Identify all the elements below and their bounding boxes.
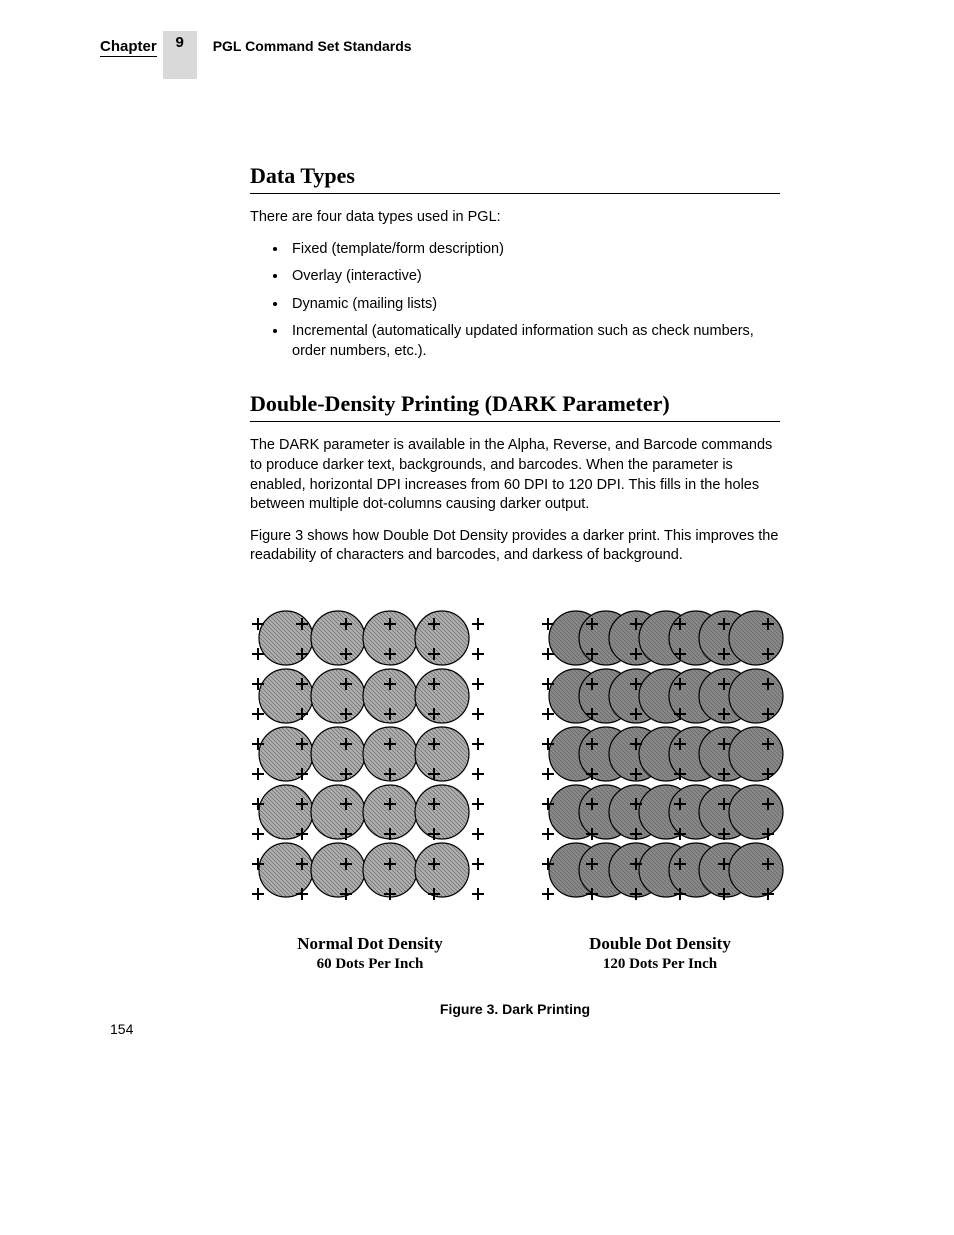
chapter-number: 9	[163, 31, 197, 79]
section-heading-dark: Double-Density Printing (DARK Parameter)	[250, 391, 780, 422]
page: Chapter 9 PGL Command Set Standards Data…	[0, 0, 954, 1077]
normal-density-diagram	[240, 606, 500, 926]
section2-para2: Figure 3 shows how Double Dot Density pr…	[250, 527, 780, 566]
chapter-label: Chapter	[100, 38, 157, 57]
list-item: Incremental (automatically updated infor…	[288, 322, 780, 361]
page-number: 154	[110, 1021, 133, 1037]
figure-caption: Figure 3. Dark Printing	[440, 1001, 590, 1017]
figure-right-col: Double Dot Density 120 Dots Per Inch	[530, 606, 790, 973]
list-item: Dynamic (mailing lists)	[288, 295, 780, 315]
figure-row: Normal Dot Density 60 Dots Per Inch Doub…	[240, 606, 790, 973]
figure-right-subtitle: 120 Dots Per Inch	[603, 956, 717, 973]
figure-3: Normal Dot Density 60 Dots Per Inch Doub…	[250, 606, 780, 1017]
section-heading-data-types: Data Types	[250, 163, 780, 194]
figure-right-title: Double Dot Density	[589, 934, 731, 954]
figure-left-col: Normal Dot Density 60 Dots Per Inch	[240, 606, 500, 973]
double-density-diagram	[530, 606, 790, 926]
data-types-list: Fixed (template/form description) Overla…	[250, 240, 780, 362]
figure-left-title: Normal Dot Density	[297, 934, 442, 954]
page-header: Chapter 9 PGL Command Set Standards	[100, 35, 854, 83]
header-title: PGL Command Set Standards	[213, 38, 412, 54]
section2-para1: The DARK parameter is available in the A…	[250, 436, 780, 514]
list-item: Overlay (interactive)	[288, 267, 780, 287]
list-item: Fixed (template/form description)	[288, 240, 780, 260]
content-area: Data Types There are four data types use…	[250, 163, 780, 1017]
section1-intro: There are four data types used in PGL:	[250, 208, 780, 228]
figure-left-subtitle: 60 Dots Per Inch	[317, 956, 424, 973]
